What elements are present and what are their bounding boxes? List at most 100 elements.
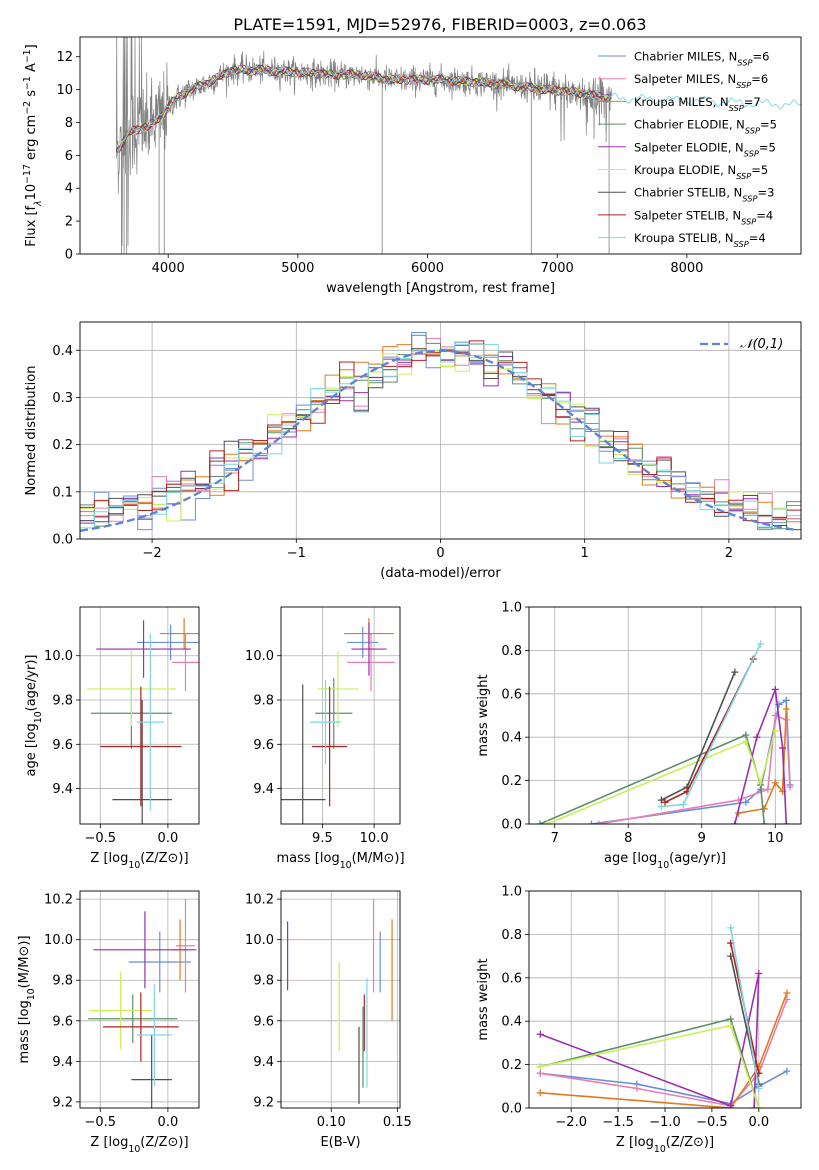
x-axis-label: Z [log10(Z/Z⊙)] xyxy=(90,1135,188,1155)
y-tick-label: 0.4 xyxy=(52,344,73,359)
y-tick-label: 9.4 xyxy=(52,782,73,797)
y-tick-label: 0.8 xyxy=(501,928,522,943)
label-part: ] xyxy=(24,44,39,49)
legend-label: Chabrier ELODIE, NSSP=5 xyxy=(634,118,777,136)
y-tick-label: 9.6 xyxy=(253,1014,274,1029)
y-tick-label: 0.8 xyxy=(501,644,522,659)
spectrum-plot-area xyxy=(115,37,801,254)
weight-marker-salpeter_elodie xyxy=(771,685,779,693)
x-tick-label: −0.5 xyxy=(84,1115,116,1130)
legend-label: Salpeter ELODIE, NSSP=5 xyxy=(634,140,776,158)
y-tick-label: 0.3 xyxy=(52,391,73,406)
label-part: (Z/Z⊙)] xyxy=(666,1135,714,1150)
label-part: =5 xyxy=(751,163,768,177)
y-axis-label: mass [log10(M/M⊙)] xyxy=(17,935,37,1063)
x-tick-label: −0.5 xyxy=(696,1115,728,1130)
y-tick-label: 0.6 xyxy=(501,971,522,986)
y-tick-label: 9.2 xyxy=(253,1095,274,1110)
legend-label: Salpeter MILES, NSSP=6 xyxy=(634,72,768,90)
weight-marker-kroupa_elodie xyxy=(757,779,765,787)
label-part: (age/yr)] xyxy=(24,655,39,712)
label-part: Z [ xyxy=(90,851,108,866)
weight-line-salpeter_miles xyxy=(598,714,791,824)
y-tick-label: 0.4 xyxy=(501,1015,522,1030)
legend-label: 𝒩(0,1) xyxy=(740,337,783,352)
weight-marker-salpeter_miles xyxy=(786,783,794,791)
label-part: =5 xyxy=(760,118,777,132)
label-part: Salpeter MILES, N xyxy=(634,72,736,86)
label-part: log xyxy=(109,1135,129,1150)
x-tick-label: −1.5 xyxy=(602,1115,634,1130)
weight-marker-salpeter_elodie xyxy=(536,1030,544,1038)
y-tick-label: 9.8 xyxy=(52,694,73,709)
label-part: 10 xyxy=(657,860,669,871)
weight-marker-salpeter_elodie xyxy=(779,744,787,752)
x-tick-label: 0 xyxy=(436,546,444,561)
label-part: Z [ xyxy=(616,1135,634,1150)
y-axis-label: Flux [fλ10−17 erg cm−2 s−1 A−1] xyxy=(22,44,44,246)
y-tick-label: 9.6 xyxy=(52,738,73,753)
weight-marker-salpeter_miles xyxy=(633,1084,641,1092)
label-part: Z [ xyxy=(90,1135,108,1150)
label-part: (M/M⊙)] xyxy=(352,851,405,866)
x-tick-label: 0.0 xyxy=(748,1115,769,1130)
label-part: SSP xyxy=(742,194,757,204)
label-part: =5 xyxy=(759,140,776,154)
label-part: SSP xyxy=(736,80,751,90)
y-tick-label: 10.0 xyxy=(44,649,73,664)
label-part: Salpeter STELIB, N xyxy=(634,208,741,222)
y-axis-label: age [log10(age/yr)] xyxy=(24,655,44,777)
label-part: SSP xyxy=(736,171,751,181)
weight-marker-salpeter_miles xyxy=(771,712,779,719)
label-part: Chabrier MILES, N xyxy=(634,50,737,64)
residuals-panel: −2 −1 0 1 2 0.0 0.1 0.2 0.3 0.4 (data-model)/error… xyxy=(24,321,802,581)
weight-marker-salpeter_elodie xyxy=(755,969,763,977)
y-tick-label: 9.8 xyxy=(52,974,73,989)
model-line-salpeter_stelib xyxy=(116,65,612,153)
label-part: =3 xyxy=(757,186,774,200)
x-tick-label: 5000 xyxy=(281,261,314,276)
x-tick-label: 9 xyxy=(698,831,706,846)
weight-marker-kroupa_stelib xyxy=(727,924,735,932)
weight-vs-age-plot-area xyxy=(536,640,794,824)
y-tick-label: 0.0 xyxy=(501,818,522,833)
weight-marker-kroupa_miles xyxy=(782,705,790,713)
label-part: log xyxy=(24,723,39,743)
label-part: mass [ xyxy=(17,1020,32,1063)
y-axis-label: Normed distribution xyxy=(24,366,39,496)
weight-marker-salpeter_elodie xyxy=(782,820,790,824)
weight-marker-salpeter_miles xyxy=(595,820,603,824)
label-part: (Z/Z⊙)] xyxy=(140,1135,188,1150)
weight-marker-kroupa_stelib xyxy=(657,803,665,811)
y-tick-label: 0.6 xyxy=(501,687,522,702)
y-tick-label: 9.8 xyxy=(253,694,274,709)
y-tick-label: 0.2 xyxy=(501,1058,522,1073)
weight-marker-chabrier_elodie xyxy=(760,820,768,824)
x-axis-label: E(B-V) xyxy=(320,1135,360,1150)
y-tick-label: 0.1 xyxy=(52,485,73,500)
x-axis-label: (data-model)/error xyxy=(380,566,501,581)
label-part: =4 xyxy=(756,208,773,222)
weight-marker-kroupa_elodie xyxy=(771,727,779,735)
axes-frame xyxy=(79,606,200,825)
weight-marker-salpeter_elodie xyxy=(727,1102,735,1108)
y-tick-label: 9.6 xyxy=(253,738,274,753)
label-part: Chabrier ELODIE, N xyxy=(634,118,745,132)
label-part: (Z/Z⊙)] xyxy=(140,851,188,866)
x-tick-label: 2 xyxy=(725,546,733,561)
label-part: mass [ xyxy=(276,851,319,866)
model-line-salpeter_miles xyxy=(116,64,612,154)
weight-marker-chabrier_stelib xyxy=(657,796,665,804)
model-line-kroupa_stelib xyxy=(115,65,801,157)
label-part: log xyxy=(634,1135,654,1150)
axes-frame xyxy=(280,890,401,1109)
label-part: Kroupa ELODIE, N xyxy=(634,163,736,177)
x-tick-label: 10 xyxy=(767,831,784,846)
observed-spectrum xyxy=(115,37,612,247)
y-tick-label: 0.4 xyxy=(501,731,522,746)
label-part: 10 xyxy=(654,1144,666,1155)
label-part: Kroupa MILES, N xyxy=(634,95,729,109)
y-tick-label: 9.4 xyxy=(52,1055,73,1070)
